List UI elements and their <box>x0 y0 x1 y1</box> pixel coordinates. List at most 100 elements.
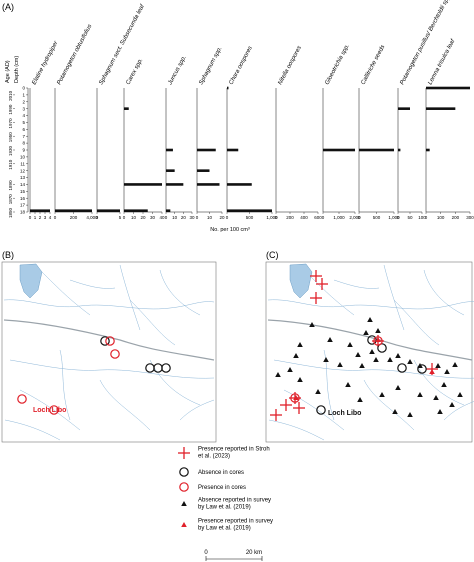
depth-tick-label: 15 <box>20 189 26 194</box>
map-panel-c: (C) Loch Libo <box>265 250 474 443</box>
absence-survey-marker <box>275 372 281 377</box>
legend-label: Absence in cores <box>198 470 244 476</box>
presence-core-marker <box>105 336 115 346</box>
presence-core-marker <box>49 405 59 415</box>
age-ticks: 2010 1990 1970 1950 1930 1910 1890 1870 1850 <box>8 90 15 218</box>
absence-core-marker <box>161 363 171 373</box>
river-line <box>273 359 474 379</box>
presence-core-marker <box>373 336 383 346</box>
taxon-bar <box>197 183 220 186</box>
taxon-tick-label: 40 <box>159 215 165 220</box>
taxon-tick-label: 2 <box>39 215 42 220</box>
depth-axis-label: Depth (cm) <box>14 56 20 83</box>
taxon-name: Carex spp. <box>125 58 144 86</box>
taxon-tick-label: 0 <box>165 215 168 220</box>
taxon-tick-label: 200 <box>452 215 460 220</box>
legend-label-line: by Law et al. (2019) <box>198 505 251 511</box>
taxon-name: Elatine hydropiper <box>31 40 59 86</box>
legend-item: Absence reported in survey by Law et al. … <box>181 498 271 511</box>
taxon-tick-label: 600 <box>314 215 322 220</box>
depth-tick-label: 18 <box>20 210 26 215</box>
depth-tick-label: 16 <box>20 196 26 201</box>
taxon-tick-label: 0 <box>96 215 99 220</box>
panel-label-c: (C) <box>266 250 279 260</box>
legend-label-line: Presence in cores <box>198 485 246 491</box>
map-c-markers <box>270 270 463 421</box>
absence-core-marker <box>100 336 110 346</box>
taxon-tick-label: 1,000 <box>388 215 400 220</box>
absence-survey-marker <box>357 397 363 402</box>
taxon-tick-label: 4 <box>49 215 52 220</box>
taxon-tick-label: 1,000 <box>333 215 345 220</box>
absence-survey-marker <box>337 362 343 367</box>
absence-survey-marker <box>293 353 299 358</box>
taxon-tick-label: 200 <box>70 215 78 220</box>
taxon-column: Sphagnum sect. Subsecunda leaf 0 5 <box>96 3 147 220</box>
depth-tick-label: 14 <box>20 182 26 187</box>
age-tick-label: 1950 <box>8 132 13 143</box>
map-c-rivers <box>267 264 474 441</box>
absence-survey-marker <box>392 409 398 414</box>
taxon-tick-label: 1,000 <box>266 215 278 220</box>
taxon-bar <box>426 86 470 90</box>
taxon-tick-label: 10 <box>172 215 178 220</box>
taxon-bar <box>166 148 173 152</box>
river-line <box>9 359 215 379</box>
taxon-tick-label: 1 <box>34 215 37 220</box>
taxon-name: Juncus spp. <box>167 55 188 87</box>
panel-label-b: (B) <box>2 250 14 260</box>
river-line <box>443 401 474 421</box>
taxon-tick-label: 0 <box>226 215 229 220</box>
legend-label: Absence reported in survey by Law et al. … <box>198 498 271 511</box>
scale-bar: 0 20 km <box>204 550 263 561</box>
taxon-bar <box>426 107 456 110</box>
taxon-column: Gloeotrichia spp. 0 1,000 2,000 <box>322 43 361 220</box>
taxon-bar <box>227 183 252 186</box>
absence-survey-marker <box>437 409 443 414</box>
depth-tick-label: 7 <box>22 134 25 139</box>
taxon-tick-label: 500 <box>246 215 254 220</box>
taxon-tick-label: 50 <box>407 215 413 220</box>
depth-tick-label: 1 <box>22 92 25 97</box>
scale-bar-distance: 20 km <box>246 550 262 556</box>
taxon-bar <box>359 148 394 152</box>
absence-survey-marker <box>347 342 353 347</box>
absence-survey-marker <box>181 501 187 506</box>
absence-survey-marker <box>345 382 351 387</box>
taxon-bar <box>227 148 239 152</box>
map-b-loch <box>19 263 43 299</box>
depth-tick-label: 5 <box>22 120 25 125</box>
river-line <box>363 379 415 431</box>
scale-bar-zero: 0 <box>204 550 208 556</box>
legend: Presence reported in Stroh et al. (2023) A… <box>178 447 273 532</box>
absence-survey-marker <box>297 342 303 347</box>
taxon-name: Sphagnum sect. Subsecunda leaf <box>98 3 146 86</box>
age-tick-label: 1910 <box>8 159 13 170</box>
absence-core-marker <box>397 363 407 373</box>
absence-survey-marker <box>373 357 379 362</box>
river-line <box>99 379 151 431</box>
river-line <box>4 419 61 441</box>
legend-label: Presence reported in Stroh et al. (2023) <box>198 447 270 460</box>
absence-survey-marker <box>327 337 333 342</box>
absence-core-marker <box>179 467 189 477</box>
presence-survey-marker <box>293 395 299 400</box>
depth-tick-label: 2 <box>22 99 25 104</box>
legend-label-line: by Law et al. (2019) <box>198 526 251 532</box>
x-axis-label: No. per 100 cm³ <box>210 227 250 233</box>
map-c-estuary <box>267 319 473 361</box>
legend-label-line: et al. (2023) <box>198 454 230 460</box>
absence-survey-marker <box>452 362 458 367</box>
absence-survey-marker <box>457 392 463 397</box>
taxon-bar <box>398 107 410 110</box>
legend-item: Absence in cores <box>179 467 244 477</box>
map-c-loch <box>289 263 313 299</box>
absence-survey-marker <box>417 392 423 397</box>
taxon-tick-label: 5 <box>119 215 122 220</box>
river-line <box>393 299 440 346</box>
river-line <box>283 389 345 431</box>
absence-survey-marker <box>287 367 293 372</box>
taxon-bar <box>398 148 401 152</box>
absence-survey-marker <box>315 389 321 394</box>
